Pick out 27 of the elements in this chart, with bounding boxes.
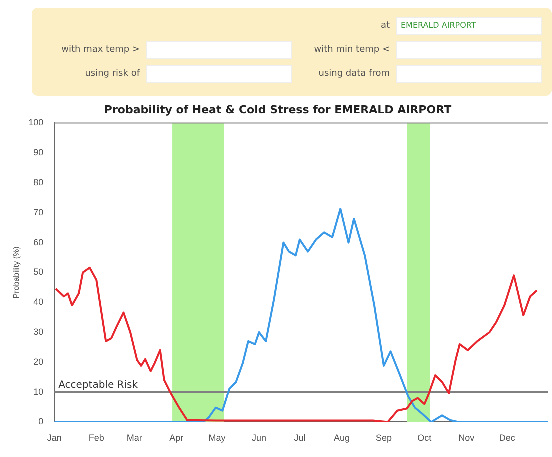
- x-tick-label: Mar: [126, 433, 142, 444]
- y-tick-label: 40: [34, 297, 44, 308]
- y-tick-label: 90: [34, 148, 44, 158]
- chart-title: Probability of Heat & Cold Stress for EMERALD AIRPORT: [104, 103, 452, 116]
- x-tick-label: Nov: [458, 433, 476, 444]
- y-tick-label: 10: [34, 386, 44, 397]
- x-tick-label: Aug: [334, 433, 350, 444]
- y-tick-label: 60: [34, 237, 44, 248]
- x-tick-label: Apr: [170, 433, 184, 444]
- x-tick-label: Dec: [499, 433, 516, 444]
- ref-line-label: Acceptable Risk: [58, 380, 138, 391]
- y-tick-label: 100: [28, 118, 44, 128]
- y-tick-label: 30: [34, 326, 44, 337]
- y-tick-label: 20: [34, 356, 44, 367]
- x-tick-label: Jan: [47, 433, 62, 444]
- x-tick-label: Oct: [418, 433, 432, 444]
- x-tick-label: Feb: [88, 433, 104, 444]
- x-tick-label: Sep: [376, 433, 392, 444]
- form-panel: with max temp > using risk of at EMERALD AIRPORT with min temp < using data from: [32, 8, 552, 96]
- x-tick-label: May: [208, 433, 226, 444]
- y-tick-label: 80: [34, 177, 44, 188]
- y-tick-label: 70: [34, 207, 44, 218]
- x-tick-label: Jul: [294, 433, 306, 444]
- y-tick-label: 50: [34, 267, 44, 278]
- y-axis-title: Probability (%): [12, 246, 22, 299]
- y-tick-label: 0: [38, 416, 44, 427]
- x-tick-label: Jun: [252, 433, 267, 444]
